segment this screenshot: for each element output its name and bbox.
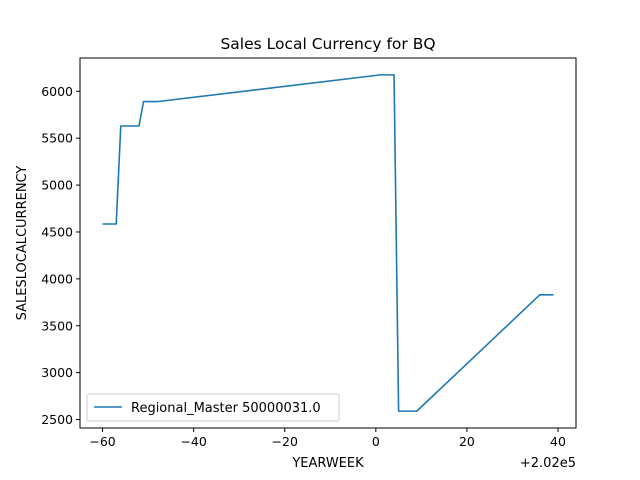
x-tick-label: −60 bbox=[89, 434, 115, 449]
series-line bbox=[102, 74, 554, 412]
x-axis-offset-label: +2.02e5 bbox=[520, 456, 576, 471]
y-tick-label: 4000 bbox=[41, 271, 73, 286]
y-axis-label: SALESLOCALCURRENCY bbox=[15, 166, 30, 321]
y-tick-label: 3000 bbox=[41, 365, 73, 380]
legend: Regional_Master 50000031.0 bbox=[86, 393, 340, 422]
x-tick-label: −20 bbox=[272, 434, 298, 449]
plot-frame bbox=[79, 57, 577, 429]
y-tick-label: 5500 bbox=[41, 131, 73, 146]
x-tick-label: 40 bbox=[550, 434, 566, 449]
y-tick-label: 4500 bbox=[41, 224, 73, 239]
x-tick-label: −40 bbox=[180, 434, 206, 449]
x-tick-label: 0 bbox=[372, 434, 380, 449]
x-tick-label: 20 bbox=[459, 434, 475, 449]
legend-entry: Regional_Master 50000031.0 bbox=[131, 401, 321, 416]
y-tick-label: 5000 bbox=[41, 178, 73, 193]
x-axis-label: YEARWEEK bbox=[291, 456, 364, 471]
y-tick-label: 3500 bbox=[41, 318, 73, 333]
legend-box bbox=[86, 393, 340, 422]
x-axis: −60 −40 −20 0 20 40 bbox=[89, 428, 566, 449]
chart-title: Sales Local Currency for BQ bbox=[220, 35, 435, 53]
plot-area bbox=[102, 74, 554, 412]
y-axis: 2500 3000 3500 4000 4500 5000 5500 6000 bbox=[41, 84, 80, 427]
y-tick-label: 6000 bbox=[41, 84, 73, 99]
y-tick-label: 2500 bbox=[41, 412, 73, 427]
